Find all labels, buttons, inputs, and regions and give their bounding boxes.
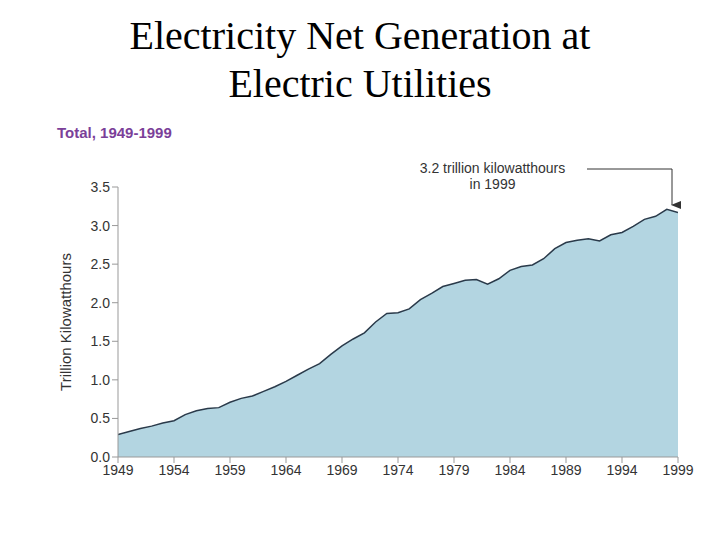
svg-text:1.5: 1.5: [91, 333, 111, 349]
svg-text:1969: 1969: [326, 462, 357, 478]
svg-text:1949: 1949: [102, 461, 134, 478]
svg-text:1964: 1964: [270, 462, 301, 478]
svg-text:1984: 1984: [494, 462, 525, 478]
html-text:3.2 trillion kilowatthours: 3.2 trillion kilowatthours: [419, 160, 566, 176]
html-text:Trillion Kilowatthours: Trillion Kilowatthours: [56, 253, 74, 391]
svg-text:2.0: 2.0: [91, 295, 111, 311]
svg-text:1994: 1994: [606, 462, 637, 478]
svg-text:1954: 1954: [158, 462, 189, 478]
html-text:Electricity Net Generation at: Electricity Net Generation at Electric U…: [129, 13, 591, 106]
svg-text:1999: 1999: [662, 462, 693, 478]
svg-text:3.5: 3.5: [91, 179, 111, 195]
svg-text:1974: 1974: [382, 462, 413, 478]
svg-text:1959: 1959: [214, 462, 245, 478]
svg-text:0.5: 0.5: [91, 410, 111, 426]
svg-text:0.0: 0.0: [91, 449, 111, 465]
svg-text:1989: 1989: [550, 462, 581, 478]
svg-text:3.0: 3.0: [91, 218, 111, 234]
svg-text:2.5: 2.5: [91, 256, 111, 272]
html-text:Total, 1949-1999: Total, 1949-1999: [57, 124, 172, 141]
html-text:in 1999: in 1999: [469, 176, 516, 192]
svg-text:1.0: 1.0: [91, 372, 111, 388]
svg-text:1979: 1979: [438, 462, 469, 478]
